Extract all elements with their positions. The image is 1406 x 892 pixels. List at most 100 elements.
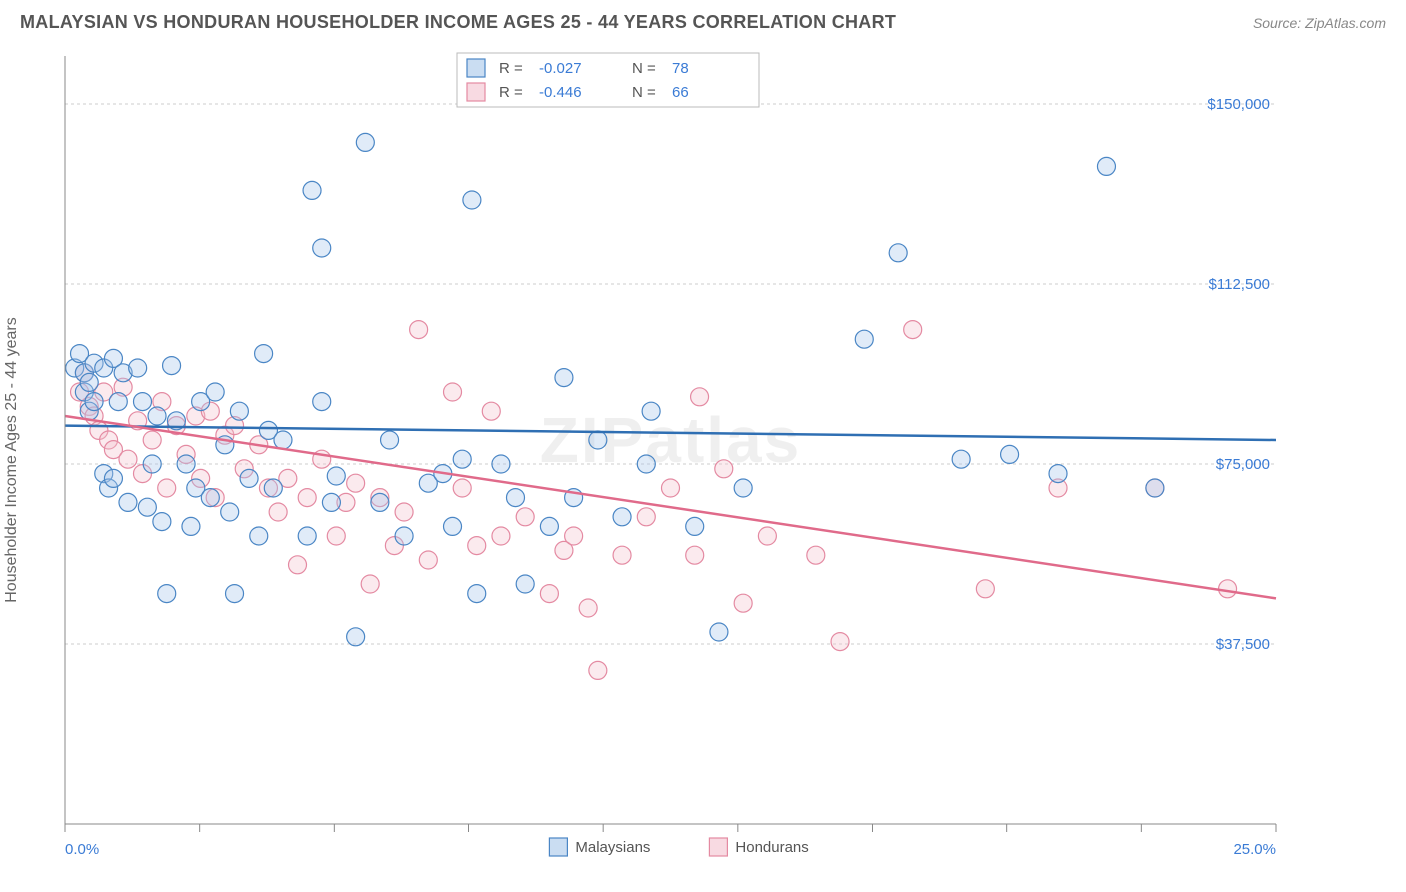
data-point xyxy=(831,633,849,651)
data-point xyxy=(555,369,573,387)
legend-label: Malaysians xyxy=(575,839,650,856)
data-point xyxy=(274,431,292,449)
data-point xyxy=(119,450,137,468)
legend-swatch xyxy=(549,838,567,856)
data-point xyxy=(889,244,907,262)
data-point xyxy=(356,133,374,151)
data-point xyxy=(453,450,471,468)
data-point xyxy=(298,527,316,545)
data-point xyxy=(589,431,607,449)
legend-swatch xyxy=(467,83,485,101)
data-point xyxy=(313,239,331,257)
data-point xyxy=(444,383,462,401)
data-point xyxy=(637,508,655,526)
data-point xyxy=(734,479,752,497)
x-tick-label-left: 0.0% xyxy=(65,841,99,858)
data-point xyxy=(264,479,282,497)
data-point xyxy=(516,508,534,526)
data-point xyxy=(613,508,631,526)
data-point xyxy=(104,469,122,487)
watermark: ZIPatlas xyxy=(540,404,801,476)
data-point xyxy=(119,493,137,511)
data-point xyxy=(230,402,248,420)
data-point xyxy=(1097,157,1115,175)
data-point xyxy=(516,575,534,593)
data-point xyxy=(540,585,558,603)
data-point xyxy=(269,503,287,521)
data-point xyxy=(710,623,728,641)
data-point xyxy=(463,191,481,209)
data-point xyxy=(327,467,345,485)
y-tick-label: $75,000 xyxy=(1216,456,1270,473)
data-point xyxy=(686,546,704,564)
legend-text: N = xyxy=(632,84,656,101)
data-point xyxy=(206,383,224,401)
y-axis-label: Householder Income Ages 25 - 44 years xyxy=(3,317,21,603)
data-point xyxy=(250,527,268,545)
legend-text: R = xyxy=(499,84,523,101)
data-point xyxy=(613,546,631,564)
data-point xyxy=(642,402,660,420)
data-point xyxy=(201,489,219,507)
data-point xyxy=(327,527,345,545)
data-point xyxy=(419,551,437,569)
data-point xyxy=(221,503,239,521)
y-tick-label: $112,500 xyxy=(1209,276,1270,293)
legend-swatch xyxy=(467,59,485,77)
data-point xyxy=(177,455,195,473)
data-point xyxy=(80,373,98,391)
data-point xyxy=(381,431,399,449)
data-point xyxy=(855,330,873,348)
data-point xyxy=(579,599,597,617)
data-point xyxy=(540,517,558,535)
data-point xyxy=(158,479,176,497)
data-point xyxy=(492,455,510,473)
data-point xyxy=(482,402,500,420)
data-point xyxy=(361,575,379,593)
y-tick-label: $150,000 xyxy=(1207,96,1270,113)
data-point xyxy=(734,594,752,612)
data-point xyxy=(444,517,462,535)
data-point xyxy=(1219,580,1237,598)
data-point xyxy=(952,450,970,468)
legend-text: R = xyxy=(499,60,523,77)
data-point xyxy=(153,513,171,531)
data-point xyxy=(85,393,103,411)
data-point xyxy=(109,393,127,411)
data-point xyxy=(589,661,607,679)
chart-container: Householder Income Ages 25 - 44 years $3… xyxy=(20,48,1386,872)
data-point xyxy=(1001,445,1019,463)
data-point xyxy=(453,479,471,497)
data-point xyxy=(138,498,156,516)
legend-text: -0.027 xyxy=(539,60,582,77)
data-point xyxy=(758,527,776,545)
data-point xyxy=(298,489,316,507)
data-point xyxy=(637,455,655,473)
data-point xyxy=(976,580,994,598)
legend-text: N = xyxy=(632,60,656,77)
data-point xyxy=(565,527,583,545)
data-point xyxy=(715,460,733,478)
data-point xyxy=(904,321,922,339)
source-label: Source: ZipAtlas.com xyxy=(1253,15,1386,31)
data-point xyxy=(313,393,331,411)
scatter-chart: $37,500 $75,000 $112,500 $150,000 ZIPatlas 0.… xyxy=(20,48,1386,872)
legend-swatch xyxy=(709,838,727,856)
legend-text: 78 xyxy=(672,60,689,77)
data-point xyxy=(143,455,161,473)
data-point xyxy=(322,493,340,511)
data-point xyxy=(347,474,365,492)
data-point xyxy=(148,407,166,425)
x-tick-label-right: 25.0% xyxy=(1233,841,1276,858)
data-point xyxy=(395,503,413,521)
data-point xyxy=(134,393,152,411)
data-point xyxy=(129,359,147,377)
data-point xyxy=(807,546,825,564)
data-point xyxy=(182,517,200,535)
data-point xyxy=(1049,465,1067,483)
data-point xyxy=(255,345,273,363)
y-tick-label: $37,500 xyxy=(1216,636,1270,653)
data-point xyxy=(691,388,709,406)
data-point xyxy=(240,469,258,487)
data-point xyxy=(506,489,524,507)
